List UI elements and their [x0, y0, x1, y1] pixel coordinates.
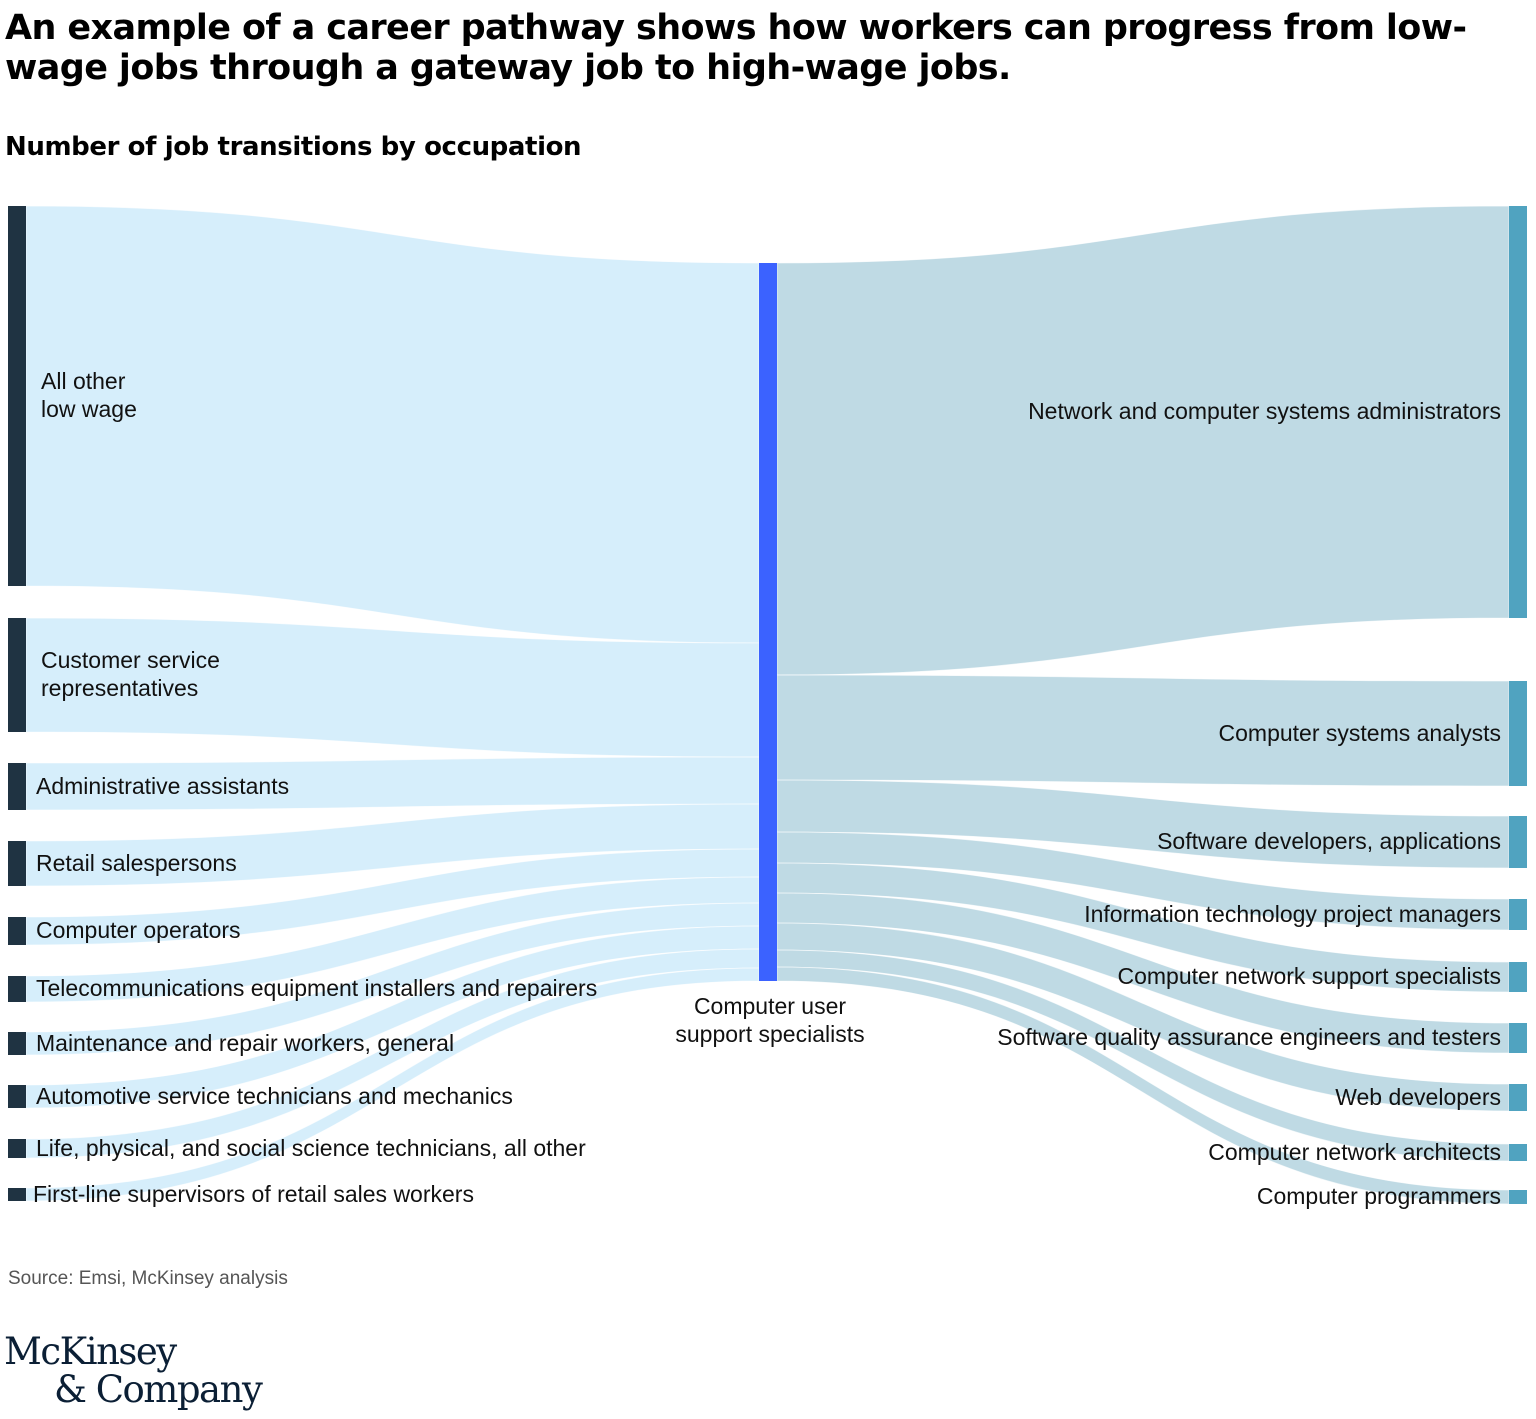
node-life-physical-and-social-science-technicians-all-other [8, 1139, 26, 1158]
label-line: Software developers, applications [1157, 828, 1501, 854]
label-line: Computer network architects [1208, 1138, 1501, 1165]
node-retail-salespersons [8, 841, 26, 886]
label-line: First-line supervisors of retail sales w… [33, 1180, 474, 1207]
right-flows [776, 205, 1510, 1205]
label-network-and-computer-systems-administrators: Network and computer systems administrat… [1028, 397, 1501, 425]
label-computer-programmers: Computer programmers [1257, 1182, 1501, 1210]
nodes [8, 206, 1527, 1204]
label-telecommunications-equipment-installers-and-repairers: Telecommunications equipment installers … [36, 974, 597, 1002]
label-retail-salespersons: Retail salespersons [36, 849, 237, 877]
node-information-technology-project-managers [1509, 899, 1527, 930]
label-web-developers: Web developers [1335, 1083, 1501, 1111]
label-computer-network-architects: Computer network architects [1208, 1138, 1501, 1166]
node-computer-user-support-specialists [759, 263, 777, 981]
label-line: Administrative assistants [36, 772, 290, 799]
node-network-and-computer-systems-administrators [1509, 206, 1527, 618]
label-administrative-assistants: Administrative assistants [36, 772, 289, 800]
label-all-other-low-wage: All other low wage [41, 367, 137, 423]
node-software-quality-assurance-engineers-and-testers [1509, 1023, 1527, 1053]
logo-line-1: McKinsey [4, 1330, 177, 1373]
label-computer-network-support-specialists: Computer network support specialists [1118, 962, 1502, 990]
flow-all-other-low-wage [25, 205, 760, 644]
mckinsey-logo: McKinsey & Company [4, 1330, 263, 1411]
label-customer-service-representatives: Customer service representatives [41, 646, 220, 702]
label-line: Web developers [1335, 1083, 1501, 1110]
flow-network-and-computer-systems-administrators [776, 205, 1510, 676]
label-line: All other [41, 368, 126, 394]
label-line: Telecommunications equipment installers … [36, 975, 598, 1001]
node-maintenance-and-repair-workers-general [8, 1032, 26, 1055]
node-telecommunications-equipment-installers-and-repairers [8, 976, 26, 1002]
label-automotive-service-technicians-and-mechanics: Automotive service technicians and mecha… [36, 1082, 513, 1110]
chart-title: An example of a career pathway shows how… [5, 8, 1467, 88]
label-line: Computer programmers [1256, 1183, 1501, 1209]
left-flows [25, 205, 760, 1202]
label-line: Computer user [693, 993, 847, 1019]
label-maintenance-and-repair-workers-general: Maintenance and repair workers, general [36, 1029, 454, 1057]
label-line: Maintenance and repair workers, general [36, 1029, 455, 1056]
node-customer-service-representatives [8, 618, 26, 732]
node-automotive-service-technicians-and-mechanics [8, 1085, 26, 1108]
node-first-line-supervisors-of-retail-sales-workers [8, 1188, 26, 1201]
node-computer-operators [8, 917, 26, 945]
label-line: Computer network support specialists [1117, 963, 1502, 989]
label-line: Software quality assurance engineers and… [997, 1024, 1501, 1050]
label-line: Automotive service technicians and mecha… [36, 1082, 513, 1109]
node-computer-network-support-specialists [1509, 962, 1527, 992]
node-administrative-assistants [8, 763, 26, 810]
label-line: Retail salespersons [36, 849, 237, 876]
label-line: low wage [41, 396, 137, 422]
label-line: Computer operators [36, 917, 241, 943]
node-computer-programmers [1509, 1190, 1527, 1204]
node-web-developers [1509, 1084, 1527, 1111]
label-line: support specialists [675, 1021, 865, 1047]
node-computer-systems-analysts [1509, 681, 1527, 786]
label-line: Network and computer systems administrat… [1028, 398, 1501, 424]
source-note: Source: Emsi, McKinsey analysis [8, 1268, 288, 1289]
label-computer-systems-analysts: Computer systems analysts [1219, 719, 1501, 747]
label-life-physical-and-social-science-technicians-all-other: Life, physical, and social science techn… [36, 1134, 586, 1162]
label-first-line-supervisors-of-retail-sales-workers: First-line supervisors of retail sales w… [33, 1180, 474, 1208]
node-computer-network-architects [1509, 1144, 1527, 1161]
label-line: Life, physical, and social science techn… [36, 1134, 586, 1161]
chart-subtitle: Number of job transitions by occupation [5, 132, 582, 162]
label-software-quality-assurance-engineers-and-testers: Software quality assurance engineers and… [997, 1023, 1501, 1051]
label-line: Computer systems analysts [1218, 719, 1501, 746]
label-computer-operators: Computer operators [36, 916, 241, 944]
sankey-diagram [8, 205, 1527, 1205]
label-information-technology-project-managers: Information technology project managers [1084, 900, 1501, 928]
label-line: representatives [41, 675, 199, 701]
label-software-developers-applications: Software developers, applications [1157, 827, 1501, 855]
label-line: Information technology project managers [1084, 900, 1501, 927]
node-software-developers-applications [1509, 816, 1527, 868]
logo-line-2: & Company [54, 1368, 263, 1411]
label-computer-user-support-specialists: Computer user support specialists [640, 992, 900, 1048]
label-line: Customer service [41, 647, 220, 673]
node-all-other-low-wage [8, 206, 26, 586]
